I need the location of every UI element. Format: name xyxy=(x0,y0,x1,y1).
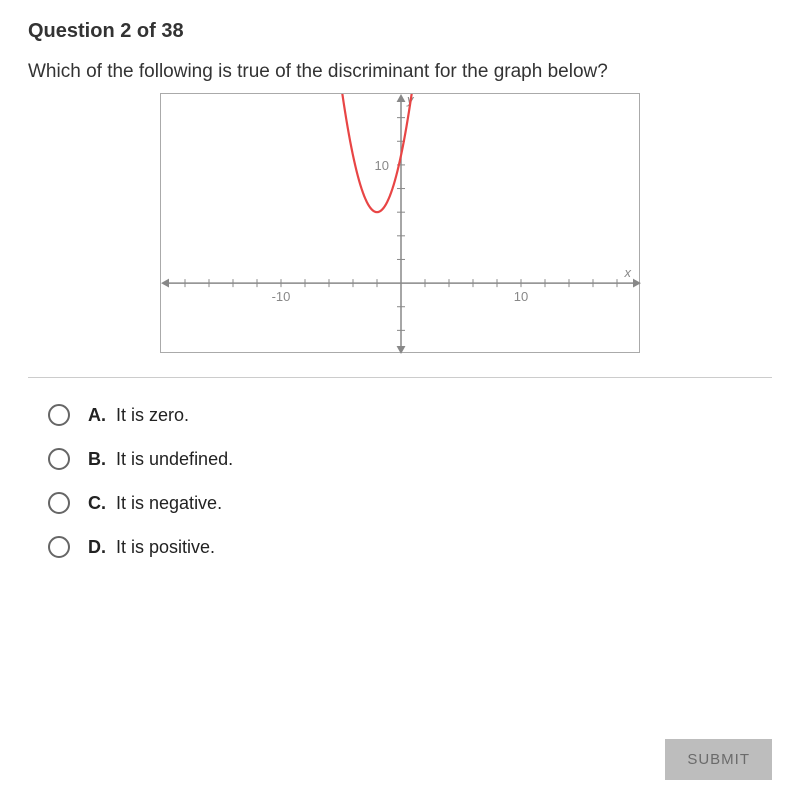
option-b-label: B. It is undefined. xyxy=(88,449,233,470)
radio-b[interactable] xyxy=(48,448,70,470)
option-a[interactable]: A. It is zero. xyxy=(48,404,772,426)
radio-a[interactable] xyxy=(48,404,70,426)
option-a-label: A. It is zero. xyxy=(88,405,189,426)
option-d[interactable]: D. It is positive. xyxy=(48,536,772,558)
graph-box: 10-1010yx xyxy=(160,93,640,353)
svg-text:x: x xyxy=(624,265,632,280)
option-c-letter: C. xyxy=(88,493,106,513)
graph-svg: 10-1010yx xyxy=(161,94,641,354)
option-b-letter: B. xyxy=(88,449,106,469)
option-d-letter: D. xyxy=(88,537,106,557)
svg-text:-10: -10 xyxy=(272,289,291,304)
radio-d[interactable] xyxy=(48,536,70,558)
svg-text:10: 10 xyxy=(514,289,528,304)
option-a-text: It is zero. xyxy=(116,405,189,425)
question-number: Question 2 of 38 xyxy=(28,20,772,43)
option-a-letter: A. xyxy=(88,405,106,425)
svg-text:10: 10 xyxy=(375,158,389,173)
option-c[interactable]: C. It is negative. xyxy=(48,492,772,514)
option-b-text: It is undefined. xyxy=(116,449,233,469)
question-page: Question 2 of 38 Which of the following … xyxy=(0,0,800,800)
option-b[interactable]: B. It is undefined. xyxy=(48,448,772,470)
options-list: A. It is zero. B. It is undefined. C. It… xyxy=(28,404,772,558)
submit-button[interactable]: SUBMIT xyxy=(665,739,772,780)
option-c-label: C. It is negative. xyxy=(88,493,222,514)
radio-c[interactable] xyxy=(48,492,70,514)
option-d-text: It is positive. xyxy=(116,537,215,557)
option-c-text: It is negative. xyxy=(116,493,222,513)
option-d-label: D. It is positive. xyxy=(88,537,215,558)
graph-container: 10-1010yx xyxy=(28,93,772,353)
question-text: Which of the following is true of the di… xyxy=(28,61,772,83)
divider xyxy=(28,377,772,378)
